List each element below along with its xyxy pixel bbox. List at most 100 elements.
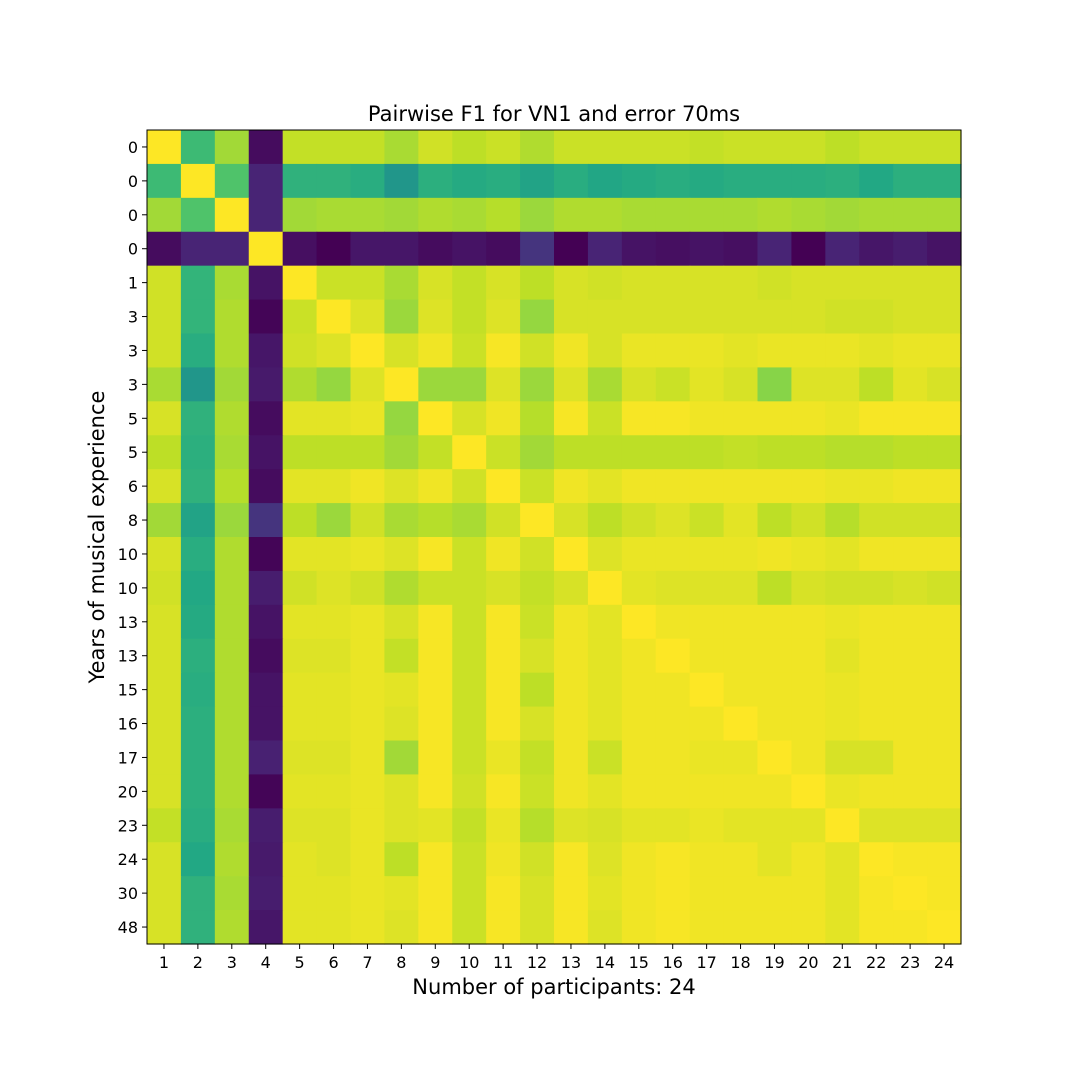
heatmap-cell bbox=[621, 367, 657, 402]
y-tick-label: 3 bbox=[128, 375, 138, 394]
x-tick-label: 5 bbox=[295, 953, 305, 972]
heatmap-cell bbox=[350, 842, 386, 877]
heatmap-cell bbox=[384, 299, 419, 335]
heatmap-cell bbox=[689, 570, 725, 606]
heatmap-cell bbox=[147, 910, 182, 945]
y-tick-label: 6 bbox=[128, 477, 138, 496]
heatmap-cell bbox=[621, 299, 657, 335]
heatmap-cell bbox=[825, 537, 860, 572]
heatmap-cell bbox=[214, 638, 250, 674]
heatmap-cell bbox=[893, 130, 928, 165]
y-tick-label: 0 bbox=[128, 206, 138, 225]
heatmap-cell bbox=[248, 469, 284, 504]
heatmap-cell bbox=[316, 740, 352, 776]
heatmap-cell bbox=[655, 706, 691, 742]
heatmap-cell bbox=[418, 163, 453, 199]
heatmap-cell bbox=[791, 401, 826, 436]
heatmap-cell bbox=[147, 876, 182, 911]
heatmap-cell bbox=[452, 163, 487, 199]
heatmap-cell bbox=[384, 435, 419, 470]
heatmap-cell bbox=[316, 842, 352, 877]
heatmap-cell bbox=[282, 537, 318, 572]
heatmap-cell bbox=[147, 469, 182, 504]
heatmap-cell bbox=[621, 401, 657, 436]
heatmap-cell bbox=[723, 503, 759, 538]
heatmap-cell bbox=[723, 163, 759, 199]
heatmap-cell bbox=[350, 537, 386, 572]
heatmap-cell bbox=[927, 163, 962, 199]
heatmap-cell bbox=[214, 774, 250, 809]
heatmap-cell bbox=[248, 808, 284, 843]
heatmap-cell bbox=[791, 910, 826, 945]
heatmap-cell bbox=[248, 435, 284, 470]
heatmap-cell bbox=[214, 537, 250, 572]
heatmap-cell bbox=[180, 333, 216, 369]
heatmap-cell bbox=[723, 706, 759, 742]
y-tick-label: 17 bbox=[118, 748, 138, 767]
heatmap-cell bbox=[316, 435, 352, 470]
heatmap-cell bbox=[723, 299, 759, 335]
heatmap-cell bbox=[859, 638, 894, 674]
heatmap-cell bbox=[486, 774, 521, 809]
heatmap-cell bbox=[282, 163, 318, 199]
heatmap-cell bbox=[248, 537, 284, 572]
heatmap-cell bbox=[418, 808, 453, 843]
heatmap-cell bbox=[350, 740, 386, 776]
heatmap-cell bbox=[655, 333, 691, 369]
heatmap-cell bbox=[248, 299, 284, 335]
heatmap-cell bbox=[520, 265, 555, 301]
heatmap-cell bbox=[180, 876, 216, 911]
heatmap-cell bbox=[587, 876, 623, 911]
heatmap-cell bbox=[147, 842, 182, 877]
heatmap-cell bbox=[859, 604, 894, 640]
heatmap-cell bbox=[180, 842, 216, 877]
heatmap-cell bbox=[893, 740, 928, 776]
heatmap-cell bbox=[452, 265, 487, 301]
heatmap-cell bbox=[791, 231, 826, 267]
heatmap-cells bbox=[147, 130, 962, 945]
heatmap-cell bbox=[927, 469, 962, 504]
heatmap-cell bbox=[791, 163, 826, 199]
x-axis-ticks: 1 2 3 4 5 6 7 8 9 10 11 12 13 14 15 16 17 18 19 20 21 22 23 24 bbox=[159, 944, 954, 972]
heatmap-cell bbox=[418, 570, 453, 606]
heatmap-cell bbox=[282, 333, 318, 369]
heatmap-cell bbox=[452, 333, 487, 369]
heatmap-cell bbox=[554, 130, 589, 165]
heatmap-cell bbox=[147, 706, 182, 742]
heatmap-cell bbox=[486, 706, 521, 742]
heatmap-cell bbox=[180, 740, 216, 776]
heatmap-cell bbox=[452, 469, 487, 504]
heatmap-cell bbox=[757, 435, 793, 470]
heatmap-cell bbox=[282, 604, 318, 640]
heatmap-cell bbox=[384, 570, 419, 606]
heatmap-cell bbox=[214, 503, 250, 538]
heatmap-cell bbox=[927, 808, 962, 843]
x-tick-label: 13 bbox=[561, 953, 581, 972]
heatmap-cell bbox=[825, 740, 860, 776]
heatmap-cell bbox=[927, 231, 962, 267]
heatmap-cell bbox=[757, 604, 793, 640]
heatmap-cell bbox=[859, 231, 894, 267]
heatmap-cell bbox=[554, 231, 589, 267]
heatmap-cell bbox=[859, 706, 894, 742]
heatmap-cell bbox=[282, 265, 318, 301]
heatmap-cell bbox=[554, 706, 589, 742]
heatmap-cell bbox=[825, 842, 860, 877]
heatmap-cell bbox=[757, 537, 793, 572]
heatmap-cell bbox=[418, 435, 453, 470]
heatmap-cell bbox=[927, 401, 962, 436]
heatmap-cell bbox=[554, 740, 589, 776]
heatmap-cell bbox=[214, 910, 250, 945]
heatmap-cell bbox=[554, 265, 589, 301]
plot-frame bbox=[146, 129, 962, 945]
heatmap-cell bbox=[791, 638, 826, 674]
heatmap-cell bbox=[418, 469, 453, 504]
y-tick-label: 1 bbox=[128, 274, 138, 293]
heatmap-cell bbox=[587, 570, 623, 606]
heatmap-cell bbox=[282, 367, 318, 402]
heatmap-cell bbox=[316, 570, 352, 606]
heatmap-cell bbox=[418, 842, 453, 877]
heatmap-cell bbox=[384, 638, 419, 674]
heatmap-cell bbox=[893, 910, 928, 945]
heatmap-cell bbox=[927, 333, 962, 369]
